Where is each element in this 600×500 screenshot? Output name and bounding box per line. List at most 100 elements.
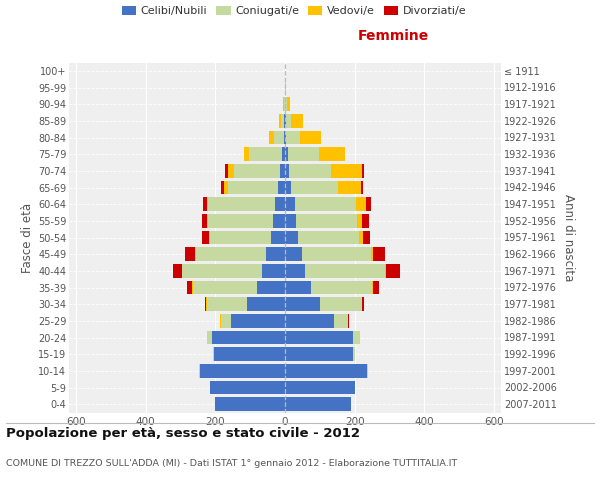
Bar bbox=[288, 148, 319, 161]
Bar bbox=[208, 214, 273, 228]
Bar bbox=[320, 298, 362, 311]
Bar bbox=[285, 148, 288, 161]
Bar bbox=[282, 148, 285, 161]
Bar bbox=[285, 248, 302, 261]
Bar bbox=[371, 248, 373, 261]
Bar bbox=[271, 230, 285, 244]
Bar bbox=[208, 198, 275, 211]
Bar bbox=[207, 214, 208, 228]
Bar bbox=[202, 230, 209, 244]
Bar bbox=[284, 98, 285, 111]
Bar bbox=[196, 248, 266, 261]
Y-axis label: Anni di nascita: Anni di nascita bbox=[562, 194, 575, 281]
Bar bbox=[285, 314, 334, 328]
Bar bbox=[280, 164, 285, 177]
Bar bbox=[361, 180, 362, 194]
Bar bbox=[353, 348, 355, 361]
Bar bbox=[362, 214, 368, 228]
Bar bbox=[285, 164, 289, 177]
Bar bbox=[353, 330, 360, 344]
Bar bbox=[285, 280, 311, 294]
Bar bbox=[305, 264, 385, 278]
Bar bbox=[372, 280, 373, 294]
Bar bbox=[284, 114, 285, 128]
Bar bbox=[285, 198, 295, 211]
Bar bbox=[281, 114, 284, 128]
Bar bbox=[266, 248, 285, 261]
Bar bbox=[285, 298, 320, 311]
Bar bbox=[173, 264, 182, 278]
Bar bbox=[357, 214, 362, 228]
Bar bbox=[285, 214, 296, 228]
Bar bbox=[273, 214, 285, 228]
Bar bbox=[359, 230, 362, 244]
Bar bbox=[206, 330, 212, 344]
Bar bbox=[285, 180, 291, 194]
Bar bbox=[200, 364, 285, 378]
Y-axis label: Fasce di età: Fasce di età bbox=[20, 202, 34, 272]
Bar bbox=[247, 298, 285, 311]
Bar bbox=[275, 198, 285, 211]
Bar bbox=[291, 180, 338, 194]
Bar bbox=[206, 298, 247, 311]
Bar bbox=[286, 98, 287, 111]
Bar bbox=[367, 364, 368, 378]
Bar bbox=[311, 280, 372, 294]
Bar bbox=[206, 198, 208, 211]
Bar bbox=[301, 130, 321, 144]
Bar bbox=[244, 148, 249, 161]
Bar bbox=[286, 114, 291, 128]
Bar bbox=[284, 130, 285, 144]
Bar bbox=[209, 230, 210, 244]
Bar bbox=[221, 180, 224, 194]
Bar bbox=[274, 130, 284, 144]
Bar bbox=[285, 114, 286, 128]
Bar bbox=[212, 330, 285, 344]
Bar bbox=[182, 264, 262, 278]
Bar bbox=[215, 398, 285, 411]
Text: Popolazione per età, sesso e stato civile - 2012: Popolazione per età, sesso e stato civil… bbox=[6, 428, 360, 440]
Bar bbox=[285, 330, 353, 344]
Bar bbox=[279, 114, 281, 128]
Text: COMUNE DI TREZZO SULL'ADDA (MI) - Dati ISTAT 1° gennaio 2012 - Elaborazione TUTT: COMUNE DI TREZZO SULL'ADDA (MI) - Dati I… bbox=[6, 458, 457, 468]
Bar bbox=[285, 130, 286, 144]
Bar bbox=[285, 364, 367, 378]
Bar bbox=[285, 398, 351, 411]
Bar bbox=[203, 198, 206, 211]
Bar bbox=[289, 164, 331, 177]
Bar bbox=[185, 248, 196, 261]
Bar bbox=[334, 314, 348, 328]
Bar bbox=[331, 164, 362, 177]
Bar bbox=[212, 348, 214, 361]
Bar bbox=[262, 264, 285, 278]
Bar bbox=[199, 364, 200, 378]
Bar bbox=[385, 264, 386, 278]
Bar bbox=[285, 348, 353, 361]
Bar bbox=[295, 198, 356, 211]
Bar bbox=[286, 130, 301, 144]
Bar bbox=[362, 164, 364, 177]
Bar bbox=[338, 180, 361, 194]
Bar bbox=[362, 230, 370, 244]
Bar bbox=[225, 164, 227, 177]
Bar bbox=[205, 298, 206, 311]
Bar bbox=[224, 180, 227, 194]
Bar bbox=[291, 114, 304, 128]
Bar bbox=[373, 248, 385, 261]
Bar bbox=[298, 230, 359, 244]
Bar bbox=[373, 280, 379, 294]
Bar bbox=[269, 130, 274, 144]
Bar bbox=[285, 264, 305, 278]
Bar bbox=[319, 148, 345, 161]
Bar bbox=[221, 314, 231, 328]
Bar bbox=[386, 264, 400, 278]
Bar bbox=[278, 180, 285, 194]
Bar bbox=[302, 248, 371, 261]
Bar bbox=[227, 164, 235, 177]
Bar bbox=[210, 230, 271, 244]
Bar bbox=[287, 98, 290, 111]
Bar bbox=[231, 314, 285, 328]
Bar bbox=[366, 198, 371, 211]
Bar bbox=[202, 214, 207, 228]
Bar bbox=[285, 380, 355, 394]
